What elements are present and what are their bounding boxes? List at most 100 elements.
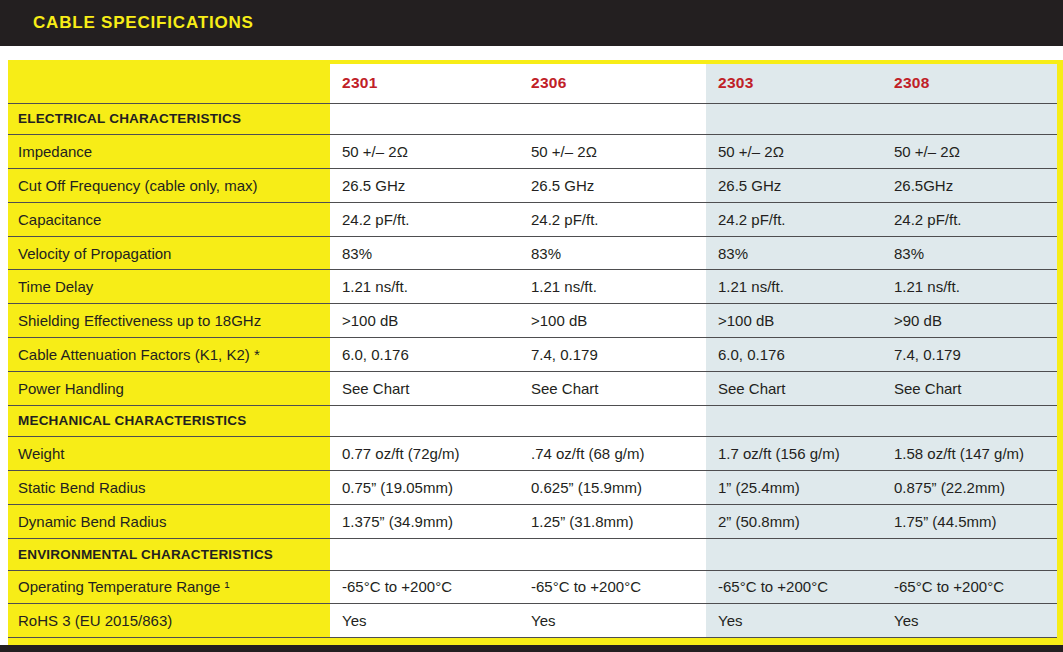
cell-value: 2” (50.8mm)	[706, 505, 882, 538]
row-label: Dynamic Bend Radius	[8, 505, 330, 538]
cell-value: 24.2 pF/ft.	[519, 203, 706, 236]
cell-value: >100 dB	[706, 304, 882, 337]
page-title: CABLE SPECIFICATIONS	[33, 13, 254, 33]
cell-value: Yes	[706, 604, 882, 637]
corner-cell	[8, 64, 330, 103]
row-label: Power Handling	[8, 372, 330, 405]
row-label: Velocity of Propagation	[8, 237, 330, 270]
section-title: ENVIRONMENTAL CHARACTERISTICS	[8, 539, 330, 570]
empty-cell	[882, 104, 1057, 135]
row-label: Time Delay	[8, 270, 330, 303]
row-label: Cut Off Frequency (cable only, max)	[8, 169, 330, 202]
empty-cell	[519, 104, 706, 135]
cell-value: 0.875” (22.2mm)	[882, 471, 1057, 504]
cell-value: 1.75” (44.5mm)	[882, 505, 1057, 538]
cell-value: 26.5 GHz	[519, 169, 706, 202]
cell-value: -65°C to +200°C	[706, 571, 882, 604]
cell-value: >90 dB	[882, 304, 1057, 337]
title-bar: CABLE SPECIFICATIONS	[0, 0, 1063, 46]
table-row-shielding-effectiveness: Shielding Effectiveness up to 18GHz >100…	[8, 304, 1057, 338]
cell-value: 1.7 oz/ft (156 g/m)	[706, 437, 882, 470]
table-row-capacitance: Capacitance 24.2 pF/ft. 24.2 pF/ft. 24.2…	[8, 203, 1057, 237]
empty-cell	[519, 539, 706, 570]
cell-value: 83%	[519, 237, 706, 270]
cell-value: 83%	[706, 237, 882, 270]
row-label: Weight	[8, 437, 330, 470]
row-label: RoHS 3 (EU 2015/863)	[8, 604, 330, 637]
cell-value: See Chart	[706, 372, 882, 405]
row-label: Capacitance	[8, 203, 330, 236]
section-header-environmental: ENVIRONMENTAL CHARACTERISTICS	[8, 539, 1057, 571]
cell-value: 50 +/– 2Ω	[519, 135, 706, 168]
cell-value: 1.58 oz/ft (147 g/m)	[882, 437, 1057, 470]
empty-cell	[330, 406, 519, 437]
empty-cell	[330, 104, 519, 135]
cell-value: 0.625” (15.9mm)	[519, 471, 706, 504]
cell-value: 24.2 pF/ft.	[330, 203, 519, 236]
cell-value: 1.375” (34.9mm)	[330, 505, 519, 538]
cell-value: 1.21 ns/ft.	[519, 270, 706, 303]
cell-value: Yes	[330, 604, 519, 637]
column-header-2303: 2303	[706, 64, 882, 103]
table-row-static-bend-radius: Static Bend Radius 0.75” (19.05mm) 0.625…	[8, 471, 1057, 505]
empty-cell	[882, 406, 1057, 437]
table-row-power-handling: Power Handling See Chart See Chart See C…	[8, 372, 1057, 406]
table-row-weight: Weight 0.77 oz/ft (72g/m) .74 oz/ft (68 …	[8, 437, 1057, 471]
cell-value: 83%	[882, 237, 1057, 270]
table-row-operating-temperature-range: Operating Temperature Range ¹ -65°C to +…	[8, 571, 1057, 605]
column-header-2306: 2306	[519, 64, 706, 103]
row-label: Static Bend Radius	[8, 471, 330, 504]
column-header-row: 2301 2306 2303 2308	[8, 64, 1057, 104]
section-header-mechanical: MECHANICAL CHARACTERISTICS	[8, 406, 1057, 438]
cell-value: >100 dB	[519, 304, 706, 337]
cell-value: 7.4, 0.179	[519, 338, 706, 371]
cell-value: 6.0, 0.176	[330, 338, 519, 371]
cell-value: 7.4, 0.179	[882, 338, 1057, 371]
cell-value: 50 +/– 2Ω	[706, 135, 882, 168]
cell-value: 50 +/– 2Ω	[330, 135, 519, 168]
cell-value: See Chart	[330, 372, 519, 405]
cell-value: Yes	[882, 604, 1057, 637]
cell-value: Yes	[519, 604, 706, 637]
cell-value: .74 oz/ft (68 g/m)	[519, 437, 706, 470]
cell-value: >100 dB	[330, 304, 519, 337]
cell-value: See Chart	[519, 372, 706, 405]
spec-table: 2301 2306 2303 2308 ELECTRICAL CHARACTER…	[8, 64, 1057, 638]
cell-value: -65°C to +200°C	[519, 571, 706, 604]
cell-value: 1.21 ns/ft.	[330, 270, 519, 303]
empty-cell	[706, 406, 882, 437]
cell-value: 6.0, 0.176	[706, 338, 882, 371]
cell-value: -65°C to +200°C	[882, 571, 1057, 604]
cell-value: -65°C to +200°C	[330, 571, 519, 604]
spec-table-panel: 2301 2306 2303 2308 ELECTRICAL CHARACTER…	[8, 60, 1063, 645]
row-label: Cable Attenuation Factors (K1, K2) *	[8, 338, 330, 371]
cell-value: 1.25” (31.8mm)	[519, 505, 706, 538]
cell-value: 24.2 pF/ft.	[882, 203, 1057, 236]
empty-cell	[882, 539, 1057, 570]
cell-value: 1” (25.4mm)	[706, 471, 882, 504]
cell-value: 26.5GHz	[882, 169, 1057, 202]
empty-cell	[706, 104, 882, 135]
cell-value: 50 +/– 2Ω	[882, 135, 1057, 168]
table-row-time-delay: Time Delay 1.21 ns/ft. 1.21 ns/ft. 1.21 …	[8, 270, 1057, 304]
empty-cell	[330, 539, 519, 570]
cell-value: See Chart	[882, 372, 1057, 405]
cell-value: 0.77 oz/ft (72g/m)	[330, 437, 519, 470]
table-row-cable-attenuation-factors: Cable Attenuation Factors (K1, K2) * 6.0…	[8, 338, 1057, 372]
section-title: ELECTRICAL CHARACTERISTICS	[8, 104, 330, 135]
bottom-bar	[0, 645, 1063, 652]
cell-value: 26.5 GHz	[706, 169, 882, 202]
empty-cell	[519, 406, 706, 437]
table-row-dynamic-bend-radius: Dynamic Bend Radius 1.375” (34.9mm) 1.25…	[8, 505, 1057, 539]
section-title: MECHANICAL CHARACTERISTICS	[8, 406, 330, 437]
table-row-velocity-of-propagation: Velocity of Propagation 83% 83% 83% 83%	[8, 237, 1057, 271]
cell-value: 24.2 pF/ft.	[706, 203, 882, 236]
cell-value: 1.21 ns/ft.	[882, 270, 1057, 303]
section-header-electrical: ELECTRICAL CHARACTERISTICS	[8, 104, 1057, 136]
column-header-2301: 2301	[330, 64, 519, 103]
cell-value: 0.75” (19.05mm)	[330, 471, 519, 504]
cell-value: 83%	[330, 237, 519, 270]
column-header-2308: 2308	[882, 64, 1057, 103]
table-row-rohs: RoHS 3 (EU 2015/863) Yes Yes Yes Yes	[8, 604, 1057, 638]
table-row-cutoff-frequency: Cut Off Frequency (cable only, max) 26.5…	[8, 169, 1057, 203]
